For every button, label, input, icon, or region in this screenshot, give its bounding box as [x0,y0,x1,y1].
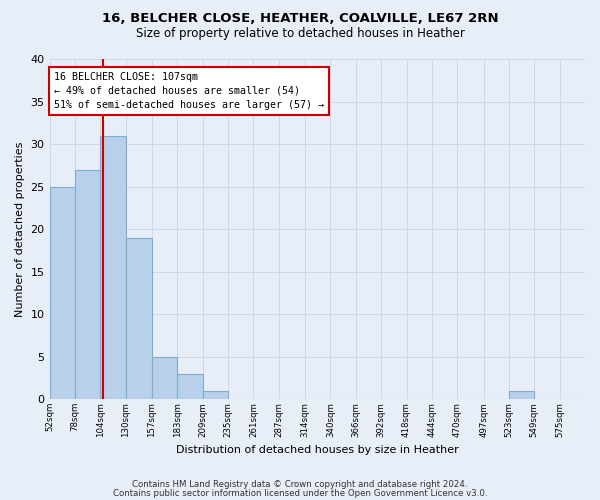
Bar [152,356,178,399]
Bar [509,390,534,399]
Bar [203,390,228,399]
Bar [125,238,152,399]
Y-axis label: Number of detached properties: Number of detached properties [15,142,25,316]
Text: Size of property relative to detached houses in Heather: Size of property relative to detached ho… [136,28,464,40]
Bar [100,136,125,399]
Text: 16, BELCHER CLOSE, HEATHER, COALVILLE, LE67 2RN: 16, BELCHER CLOSE, HEATHER, COALVILLE, L… [101,12,499,26]
X-axis label: Distribution of detached houses by size in Heather: Distribution of detached houses by size … [176,445,458,455]
Text: 16 BELCHER CLOSE: 107sqm
← 49% of detached houses are smaller (54)
51% of semi-d: 16 BELCHER CLOSE: 107sqm ← 49% of detach… [55,72,325,110]
Bar [50,186,75,399]
Bar [178,374,203,399]
Bar [75,170,100,399]
Text: Contains public sector information licensed under the Open Government Licence v3: Contains public sector information licen… [113,489,487,498]
Text: Contains HM Land Registry data © Crown copyright and database right 2024.: Contains HM Land Registry data © Crown c… [132,480,468,489]
